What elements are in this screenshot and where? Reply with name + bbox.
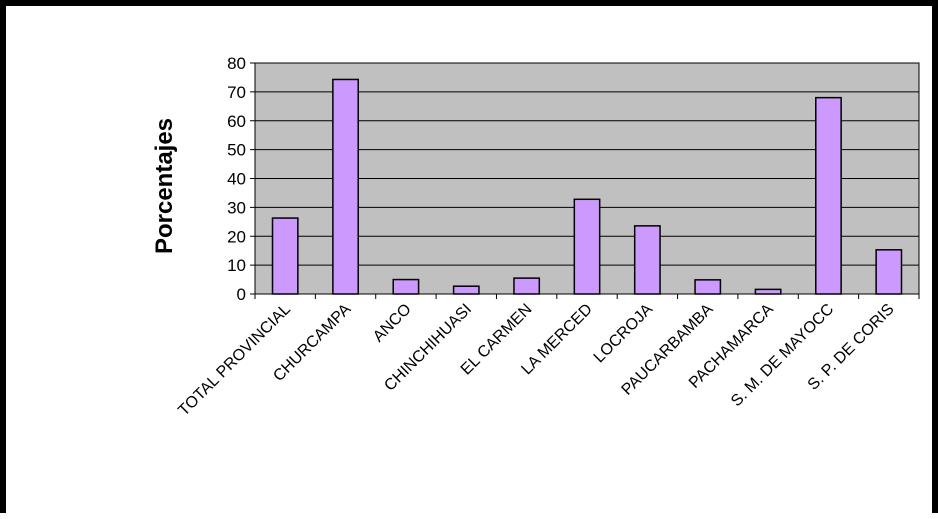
y-tick-label: 10 <box>227 256 246 275</box>
gridlines <box>255 62 919 266</box>
bar <box>271 217 299 295</box>
y-tick-label: 20 <box>227 227 246 246</box>
x-tick-label: ANCO <box>370 301 415 346</box>
y-axis-ticks: 0 10 20 30 40 50 60 70 80 <box>227 54 255 304</box>
y-tick-label: 70 <box>227 83 246 102</box>
y-tick-label: 50 <box>227 141 246 160</box>
bar <box>573 198 601 295</box>
bar <box>633 225 661 295</box>
y-tick-label: 30 <box>227 198 246 217</box>
bar <box>392 278 420 295</box>
x-tick-label: S. M. DE MAYOCC <box>728 301 837 410</box>
y-tick-label: 0 <box>237 285 246 304</box>
bar <box>875 249 903 295</box>
y-axis-label: Porcentajes <box>151 118 178 254</box>
y-tick-label: 40 <box>227 170 246 189</box>
y-tick-label: 80 <box>227 54 246 73</box>
bar <box>513 277 541 295</box>
y-tick-label: 60 <box>227 112 246 131</box>
bar <box>754 288 782 295</box>
bar-chart: 0 10 20 30 40 50 60 70 80 TOTAL PROVINCIALCHURCA… <box>151 54 920 420</box>
bar <box>815 96 842 295</box>
bar <box>452 285 480 295</box>
x-tick-label: TOTAL PROVINCIAL <box>175 301 294 420</box>
bars <box>271 78 903 295</box>
bar <box>694 279 722 295</box>
bar <box>332 78 359 295</box>
x-tick-label: LOCROJA <box>591 301 657 367</box>
